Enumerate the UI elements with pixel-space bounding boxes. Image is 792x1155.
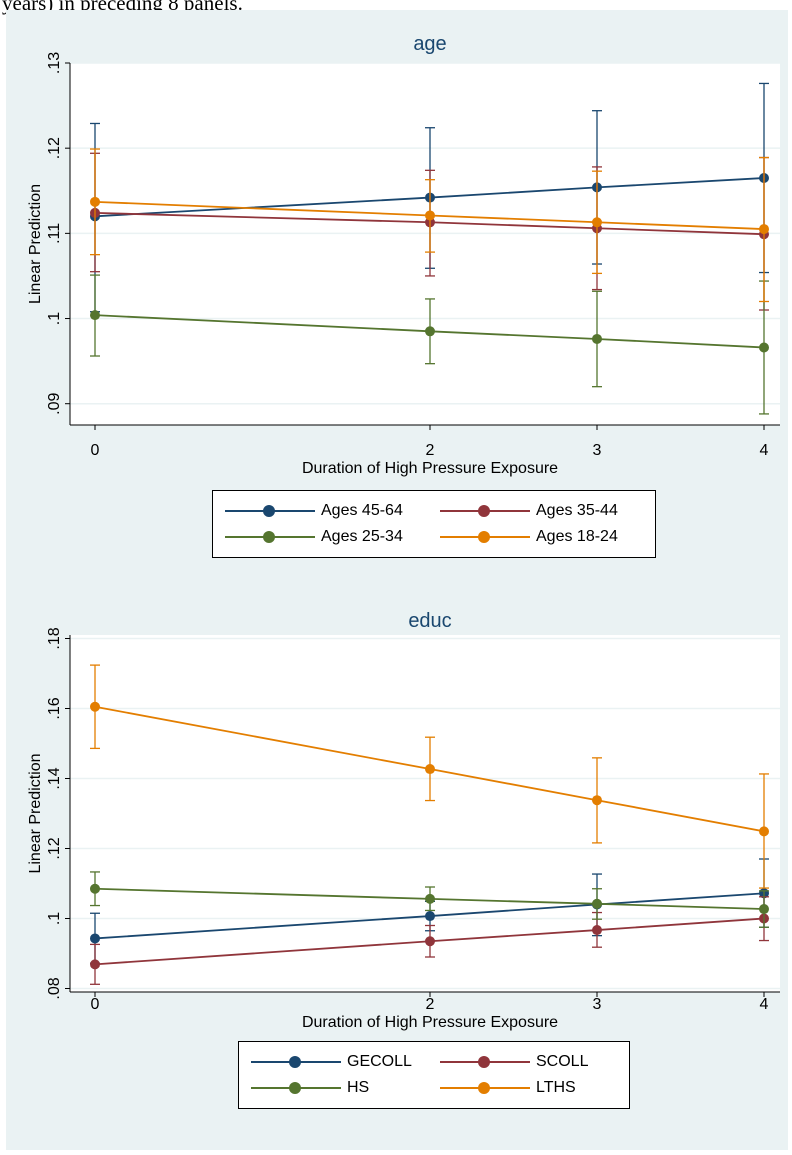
chart-2-legend-item: LTHS bbox=[440, 1078, 576, 1098]
chart-2-series-line bbox=[94, 705, 765, 833]
chart-2-group: .08 .1 .12 .14 .16 .18 0 2 3 4 educ Duration of Hig… bbox=[27, 610, 780, 1031]
chart-1-legend-label: Ages 25-34 bbox=[321, 528, 403, 545]
chart-1-legend-item: Ages 18-24 bbox=[440, 527, 618, 547]
chart-2-data-point bbox=[425, 893, 435, 904]
chart-2-data-point bbox=[90, 883, 100, 894]
chart-1-data-point bbox=[90, 196, 100, 207]
chart-2-data-point bbox=[90, 959, 100, 970]
chart-2-y-tick-label: .12 bbox=[46, 837, 63, 859]
chart-1-group: .09 .1 .11 .12 .13 0 2 3 4 age Duration of High Pr… bbox=[27, 33, 780, 477]
chart-1-y-tick-label: .11 bbox=[46, 223, 63, 244]
chart-1-legend: Ages 45-64 Ages 35-44 Ages 25-34 Ages 18-24 bbox=[212, 490, 656, 558]
chart-1-plot-area bbox=[70, 63, 780, 425]
chart-1-legend-label: Ages 45-64 bbox=[321, 502, 403, 519]
chart-1-y-tick-label: .1 bbox=[46, 312, 63, 325]
chart-2-series-line bbox=[94, 892, 765, 940]
chart-1-x-axis-label: Duration of High Pressure Exposure bbox=[302, 460, 558, 477]
chart-2-series-line bbox=[94, 917, 765, 966]
chart-1-x-tick-label: 3 bbox=[593, 442, 602, 459]
chart-2-data-point bbox=[592, 925, 602, 936]
chart-2-legend-swatch bbox=[440, 1052, 530, 1072]
chart-2-data-point bbox=[425, 936, 435, 947]
chart-1-data-point bbox=[90, 310, 100, 321]
chart-2-data-point bbox=[90, 701, 100, 712]
chart-2-x-axis-label: Duration of High Pressure Exposure bbox=[302, 1014, 558, 1031]
chart-2-legend-label: LTHS bbox=[536, 1079, 576, 1096]
chart-1-legend-item: Ages 35-44 bbox=[440, 501, 618, 521]
chart-2-data-point bbox=[759, 904, 769, 915]
chart-2-x-tick-label: 2 bbox=[426, 996, 435, 1013]
chart-1-y-axis-label: Linear Prediction bbox=[27, 184, 44, 304]
chart-2-x-tick-label: 3 bbox=[593, 996, 602, 1013]
chart-1-legend-item: Ages 45-64 bbox=[225, 501, 403, 521]
chart-1-series-4 bbox=[90, 148, 769, 303]
chart-1-data-point bbox=[425, 326, 435, 337]
chart-1-legend-label: Ages 35-44 bbox=[536, 502, 618, 519]
chart-2-legend-item: SCOLL bbox=[440, 1052, 588, 1072]
chart-2-legend-label: GECOLL bbox=[347, 1053, 412, 1070]
chart-2-data-point bbox=[592, 898, 602, 909]
chart-1-y-tick-label: .13 bbox=[46, 52, 63, 74]
chart-1-data-point bbox=[759, 224, 769, 235]
chart-1-series-3 bbox=[90, 274, 769, 415]
chart-1-legend-swatch bbox=[440, 501, 530, 521]
chart-2-legend: GECOLL SCOLL HS LTHS bbox=[238, 1041, 630, 1109]
chart-1-series-line bbox=[94, 212, 765, 236]
chart-1-x-tick-label: 0 bbox=[91, 442, 100, 459]
chart-2-series-line bbox=[94, 887, 765, 910]
chart-1-data-point bbox=[592, 217, 602, 228]
chart-1-title: age bbox=[413, 33, 446, 55]
chart-2-legend-label: HS bbox=[347, 1079, 370, 1096]
chart-1-legend-swatch bbox=[440, 527, 530, 547]
chart-1-legend-label: Ages 18-24 bbox=[536, 528, 618, 545]
chart-1-legend-item: Ages 25-34 bbox=[225, 527, 403, 547]
chart-2-y-tick-label: .08 bbox=[46, 977, 63, 999]
chart-1-x-tick-label: 4 bbox=[760, 442, 769, 459]
chart-2-y-tick-label: .18 bbox=[46, 627, 63, 649]
chart-1-data-point bbox=[592, 333, 602, 344]
chart-1-y-tick-label: .12 bbox=[46, 137, 63, 159]
chart-1-series-line bbox=[94, 177, 765, 218]
chart-2-legend-swatch bbox=[251, 1078, 341, 1098]
chart-2-data-point bbox=[592, 795, 602, 806]
chart-2-legend-swatch bbox=[251, 1052, 341, 1072]
chart-2-legend-swatch bbox=[440, 1078, 530, 1098]
chart-2-x-tick-label: 0 bbox=[91, 996, 100, 1013]
chart-2-data-point bbox=[425, 911, 435, 922]
chart-2-plot-area bbox=[70, 635, 780, 992]
chart-2-data-point bbox=[759, 826, 769, 837]
chart-1-data-point bbox=[759, 342, 769, 353]
chart-2-data-point bbox=[90, 933, 100, 944]
chart-1-series-line bbox=[94, 200, 765, 230]
chart-2-legend-item: GECOLL bbox=[251, 1052, 412, 1072]
chart-2-x-tick-label: 4 bbox=[760, 996, 769, 1013]
chart-1-x-tick-label: 2 bbox=[426, 442, 435, 459]
chart-2-legend-label: SCOLL bbox=[536, 1053, 589, 1070]
chart-1-y-tick-label: .09 bbox=[46, 392, 63, 414]
chart-2-y-axis-label: Linear Prediction bbox=[27, 753, 44, 873]
chart-2-y-tick-label: .1 bbox=[46, 912, 63, 925]
chart-1-data-point bbox=[425, 210, 435, 221]
chart-2-y-tick-label: .14 bbox=[46, 767, 63, 789]
chart-2-legend-item: HS bbox=[251, 1078, 369, 1098]
chart-2-y-tick-label: .16 bbox=[46, 697, 63, 719]
chart-2-title: educ bbox=[408, 610, 451, 632]
chart-1-legend-swatch bbox=[225, 527, 315, 547]
chart-2-series-3 bbox=[90, 871, 769, 928]
chart-1-series-line bbox=[94, 314, 765, 349]
chart-1-legend-swatch bbox=[225, 501, 315, 521]
chart-2-data-point bbox=[425, 764, 435, 775]
chart-2-series-4 bbox=[90, 664, 769, 889]
